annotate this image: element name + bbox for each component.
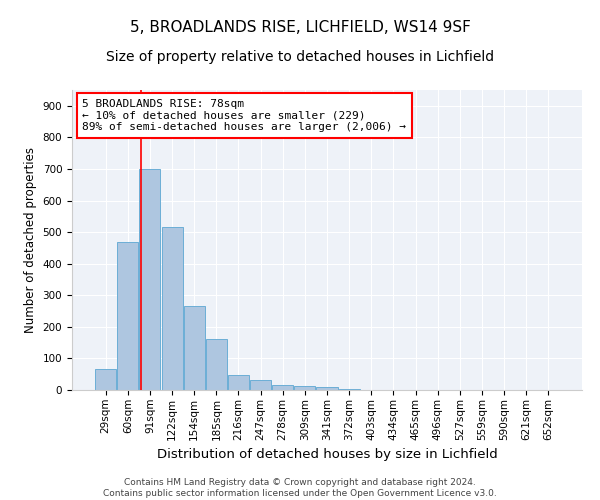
Bar bbox=[228, 375, 249, 390]
Bar bbox=[118, 242, 139, 390]
Text: 5, BROADLANDS RISE, LICHFIELD, WS14 9SF: 5, BROADLANDS RISE, LICHFIELD, WS14 9SF bbox=[130, 20, 470, 35]
Bar bbox=[272, 386, 293, 390]
Text: 5 BROADLANDS RISE: 78sqm
← 10% of detached houses are smaller (229)
89% of semi-: 5 BROADLANDS RISE: 78sqm ← 10% of detach… bbox=[82, 99, 406, 132]
Bar bbox=[95, 370, 116, 390]
Bar bbox=[184, 306, 205, 390]
Bar bbox=[295, 386, 316, 390]
Y-axis label: Number of detached properties: Number of detached properties bbox=[24, 147, 37, 333]
Bar bbox=[250, 380, 271, 390]
Bar bbox=[316, 387, 338, 390]
Bar bbox=[206, 340, 227, 390]
Bar bbox=[139, 169, 160, 390]
Bar bbox=[161, 228, 182, 390]
Bar bbox=[338, 388, 359, 390]
Text: Contains HM Land Registry data © Crown copyright and database right 2024.
Contai: Contains HM Land Registry data © Crown c… bbox=[103, 478, 497, 498]
X-axis label: Distribution of detached houses by size in Lichfield: Distribution of detached houses by size … bbox=[157, 448, 497, 461]
Text: Size of property relative to detached houses in Lichfield: Size of property relative to detached ho… bbox=[106, 50, 494, 64]
